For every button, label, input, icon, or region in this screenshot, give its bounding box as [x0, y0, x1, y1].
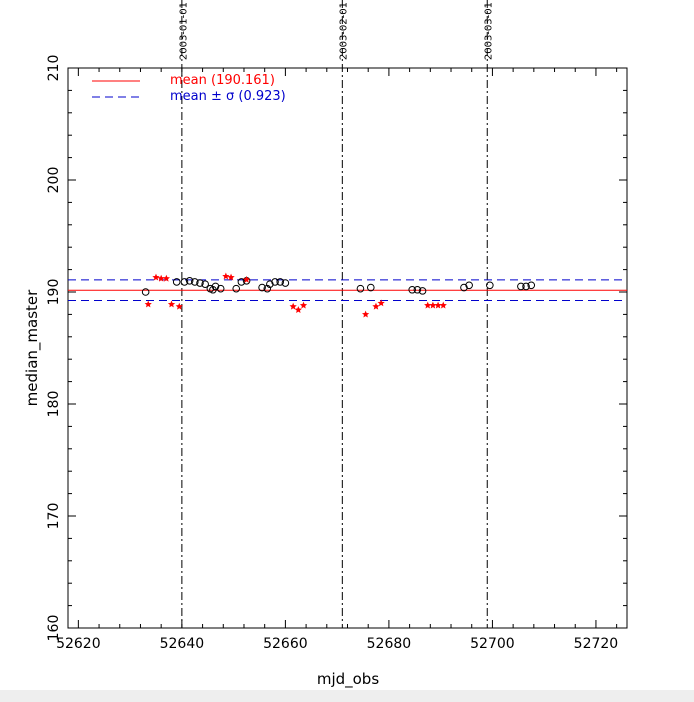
- star-point: [167, 300, 176, 308]
- circle-point: [232, 284, 241, 293]
- date-marker-label: 2003-03-01: [484, 2, 495, 60]
- circle-point: [172, 278, 181, 286]
- legend-sigma-label: mean ± σ (0.923): [170, 89, 286, 104]
- y-tick-label: 200: [46, 167, 62, 194]
- circle-point: [276, 278, 285, 286]
- y-tick-label: 160: [46, 615, 62, 642]
- y-tick-label: 210: [46, 55, 62, 82]
- circle-point: [211, 282, 220, 291]
- circle-point: [408, 285, 416, 294]
- star-point: [372, 302, 380, 310]
- bottom-strip: [0, 690, 694, 702]
- star-point: [377, 299, 385, 307]
- legend: mean (190.161) mean ± σ (0.923): [92, 73, 286, 104]
- circle-point: [517, 282, 525, 291]
- axis-ticks: 52620 52640 52660 52680 52700 52720 160 170 180 1…: [46, 55, 627, 652]
- x-axis-label: mjd_obs: [317, 670, 379, 689]
- x-tick-label: 52620: [56, 636, 101, 652]
- circle-point: [216, 284, 225, 293]
- circle-point: [522, 282, 530, 291]
- circle-point: [527, 281, 536, 290]
- star-point: [294, 306, 302, 313]
- x-tick-label: 52660: [263, 636, 308, 652]
- circle-point: [196, 279, 204, 287]
- y-tick-label: 190: [46, 279, 62, 306]
- mean-lines: [68, 279, 627, 302]
- plot-frame: [67, 67, 628, 629]
- star-point: [429, 301, 437, 309]
- circle-point: [356, 284, 365, 293]
- circle-point: [281, 279, 290, 287]
- y-axis-label: median_master: [23, 289, 42, 406]
- circle-point: [266, 280, 274, 288]
- legend-mean-label: mean (190.161): [170, 73, 275, 88]
- circle-point: [185, 277, 194, 285]
- circle-point: [271, 278, 279, 286]
- circle-point: [191, 278, 199, 286]
- star-point: [175, 302, 183, 310]
- star-point: [424, 301, 432, 309]
- data-points: [141, 272, 536, 318]
- circle-point: [418, 287, 427, 295]
- x-tick-label: 52700: [470, 636, 515, 652]
- star-point: [434, 301, 442, 309]
- circle-point: [263, 284, 272, 293]
- x-tick-label: 52720: [574, 636, 619, 652]
- date-marker-lines: 2003-01-01 2003-02-01 2003-03-01: [178, 0, 495, 628]
- date-marker-label: 2003-01-01: [178, 2, 189, 60]
- circle-point: [180, 278, 189, 286]
- circle-point: [141, 288, 150, 296]
- star-point: [299, 301, 308, 309]
- x-tick-label: 52680: [367, 636, 412, 652]
- y-tick-label: 180: [46, 391, 62, 418]
- date-marker-label: 2003-02-01: [339, 2, 350, 60]
- star-point: [222, 272, 230, 280]
- star-point: [439, 301, 447, 309]
- star-point: [362, 310, 370, 318]
- circle-point: [258, 283, 266, 292]
- star-point: [289, 302, 297, 310]
- circle-point: [486, 281, 494, 290]
- star-point: [227, 273, 235, 281]
- circle-point: [413, 285, 422, 294]
- star-point: [162, 274, 170, 282]
- circle-point: [201, 280, 209, 288]
- circle-point: [460, 283, 468, 292]
- x-tick-label: 52640: [160, 636, 205, 652]
- star-point: [157, 274, 165, 282]
- star-point: [242, 275, 251, 283]
- circle-point: [366, 283, 375, 292]
- y-tick-label: 170: [46, 503, 62, 530]
- circle-point: [465, 281, 473, 290]
- plot-frame-group: [67, 67, 628, 629]
- star-point: [152, 273, 160, 281]
- star-point: [144, 300, 152, 308]
